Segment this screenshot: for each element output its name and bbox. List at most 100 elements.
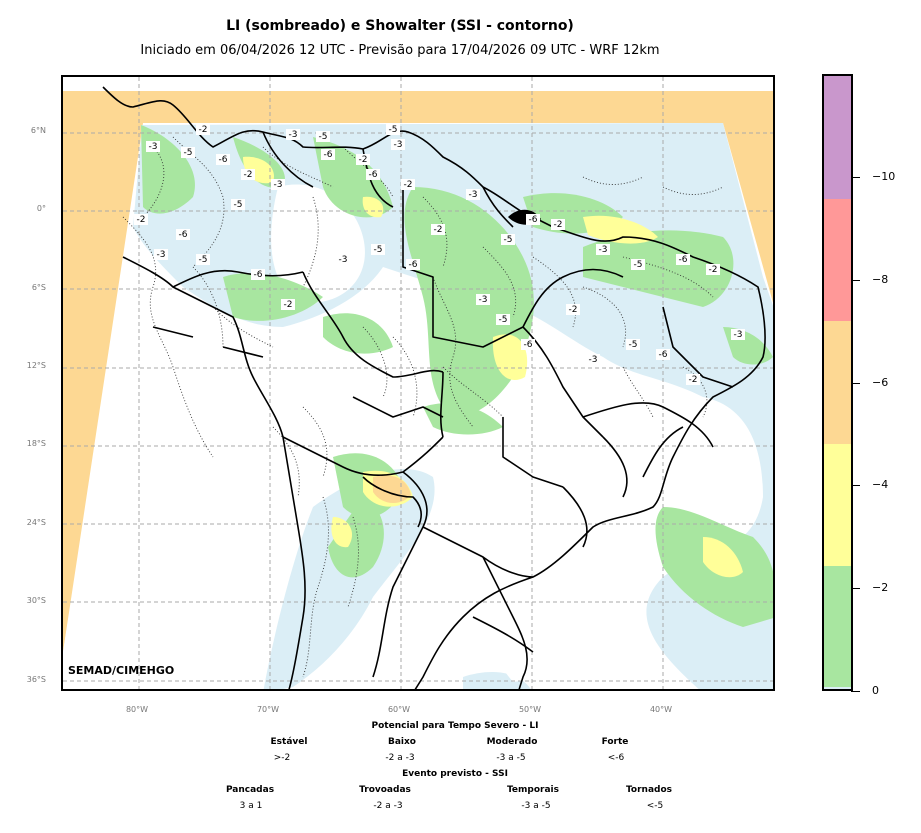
contour-label-bg [231, 199, 245, 210]
contour-label-bg [431, 224, 445, 235]
colorbar-tick [851, 691, 860, 692]
contour-label-bg [466, 189, 480, 200]
lon-label-50w: 50°W [518, 705, 542, 714]
ssi-class-name: Temporais [506, 785, 559, 795]
contour-label: -2 [554, 220, 563, 230]
contour-label-bg [406, 259, 420, 270]
contour-label-bg [196, 254, 210, 265]
li-legend-title: Potencial para Tempo Severo - LI [371, 721, 539, 731]
lon-label-80w: 80°W [125, 705, 149, 714]
colorbar-label-minus6: −6 [872, 376, 889, 389]
colorbar-segment-6-8 [824, 321, 851, 444]
contour-label-bg [181, 147, 195, 158]
colorbar-segment-10plus [824, 76, 851, 199]
contour-label: -5 [634, 260, 643, 270]
contour-label-bg [316, 131, 330, 142]
contour-label: -3 [469, 190, 478, 200]
contour-label: -3 [157, 250, 166, 260]
contour-label: -3 [274, 180, 283, 190]
contour-label: -6 [524, 340, 533, 350]
ssi-class-range: -2 a -3 [373, 801, 403, 811]
li-class-range: -3 a -5 [496, 753, 526, 763]
contour-label-bg [286, 129, 300, 140]
contour-label: -2 [709, 265, 718, 275]
contour-label-bg [391, 139, 405, 150]
lat-label-6s: 6°S [31, 283, 46, 292]
li-class-name: Estável [270, 737, 308, 747]
colorbar-tick [851, 177, 860, 178]
contour-label: -6 [324, 150, 333, 160]
contour-label: -3 [734, 330, 743, 340]
contour-label-bg [321, 149, 335, 160]
contour-label: -6 [254, 270, 263, 280]
contour-label: -3 [339, 255, 348, 265]
contour-label: -6 [409, 260, 418, 270]
map-title: LI (sombreado) e Showalter (SSI - contor… [226, 18, 574, 34]
contour-label: -2 [689, 375, 698, 385]
contour-label: -6 [659, 350, 668, 360]
colorbar-tick [851, 588, 860, 589]
contour-label-bg [251, 269, 265, 280]
contour-label: -5 [374, 245, 383, 255]
colorbar-label-minus10: −10 [872, 170, 896, 183]
contour-label-bg [476, 294, 490, 305]
contour-label-bg [176, 229, 190, 240]
colorbar-segment-4-6 [824, 443, 851, 567]
colorbar-tick [851, 383, 860, 384]
contour-label-bg [241, 169, 255, 180]
lat-label-12s: 12°S [26, 361, 46, 370]
li-class-name: Forte [601, 737, 629, 747]
ssi-class-range: 3 a 1 [239, 801, 263, 811]
contour-label-bg [216, 154, 230, 165]
colorbar-tick [851, 485, 860, 486]
credit-label: SEMAD/CIMEHGO [68, 664, 175, 677]
ssi-class-range: -3 a -5 [521, 801, 551, 811]
contour-label: -2 [569, 305, 578, 315]
lat-label-0: 0° [36, 204, 46, 213]
contour-label-bg [586, 354, 600, 365]
lon-label-60w: 60°W [387, 705, 411, 714]
contour-label-bg [134, 214, 148, 225]
colorbar-segment-2-4 [824, 566, 851, 689]
contour-label-bg [656, 349, 670, 360]
contour-labels: -2-3-5-6-2-3 -5-6 -2-3-5-6-2-3-5-6-2-3 -5-6… [134, 124, 745, 385]
colorbar-segment-8-10 [824, 198, 851, 322]
contour-label: -5 [184, 148, 193, 158]
contour-label-bg [386, 124, 400, 135]
li-class-range: <-6 [607, 753, 625, 763]
contour-label: -6 [219, 155, 228, 165]
lat-label-36s: 36°S [26, 675, 46, 684]
contour-label: -2 [404, 180, 413, 190]
contour-label: -3 [289, 130, 298, 140]
contour-label-bg [706, 264, 720, 275]
lat-label-30s: 30°S [26, 596, 46, 605]
lat-label-24s: 24°S [26, 518, 46, 527]
li-class-name: Moderado [486, 737, 538, 747]
contour-label: -3 [599, 245, 608, 255]
contour-label: -2 [359, 155, 368, 165]
contour-label: -5 [319, 132, 328, 142]
contour-label-bg [526, 214, 540, 225]
contour-label: -6 [529, 215, 538, 225]
colorbar-label-minus8: −8 [872, 273, 889, 286]
contour-label-bg [496, 314, 510, 325]
colorbar-label-minus4: −4 [872, 478, 889, 491]
contour-label-bg [356, 154, 370, 165]
colorbar [822, 74, 853, 691]
contour-label-bg [271, 179, 285, 190]
contour-label-bg [281, 299, 295, 310]
map-subtitle: Iniciado em 06/04/2026 12 UTC - Previsão… [140, 43, 660, 58]
map-canvas: -2-3-5-6-2-3 -5-6 -2-3-5-6-2-3-5-6-2-3 -5-6… [63, 77, 773, 689]
lat-label-18s: 18°S [26, 439, 46, 448]
contour-label: -6 [179, 230, 188, 240]
contour-label-bg [196, 124, 210, 135]
contour-label: -3 [394, 140, 403, 150]
li-class-range: -2 a -3 [385, 753, 415, 763]
contour-label: -2 [244, 170, 253, 180]
colorbar-tick [851, 280, 860, 281]
contour-label: -6 [679, 255, 688, 265]
contour-label-bg [551, 219, 565, 230]
ssi-legend-title: Evento previsto - SSI [402, 769, 508, 779]
contour-label: -3 [589, 355, 598, 365]
li-class-range: >-2 [273, 753, 291, 763]
